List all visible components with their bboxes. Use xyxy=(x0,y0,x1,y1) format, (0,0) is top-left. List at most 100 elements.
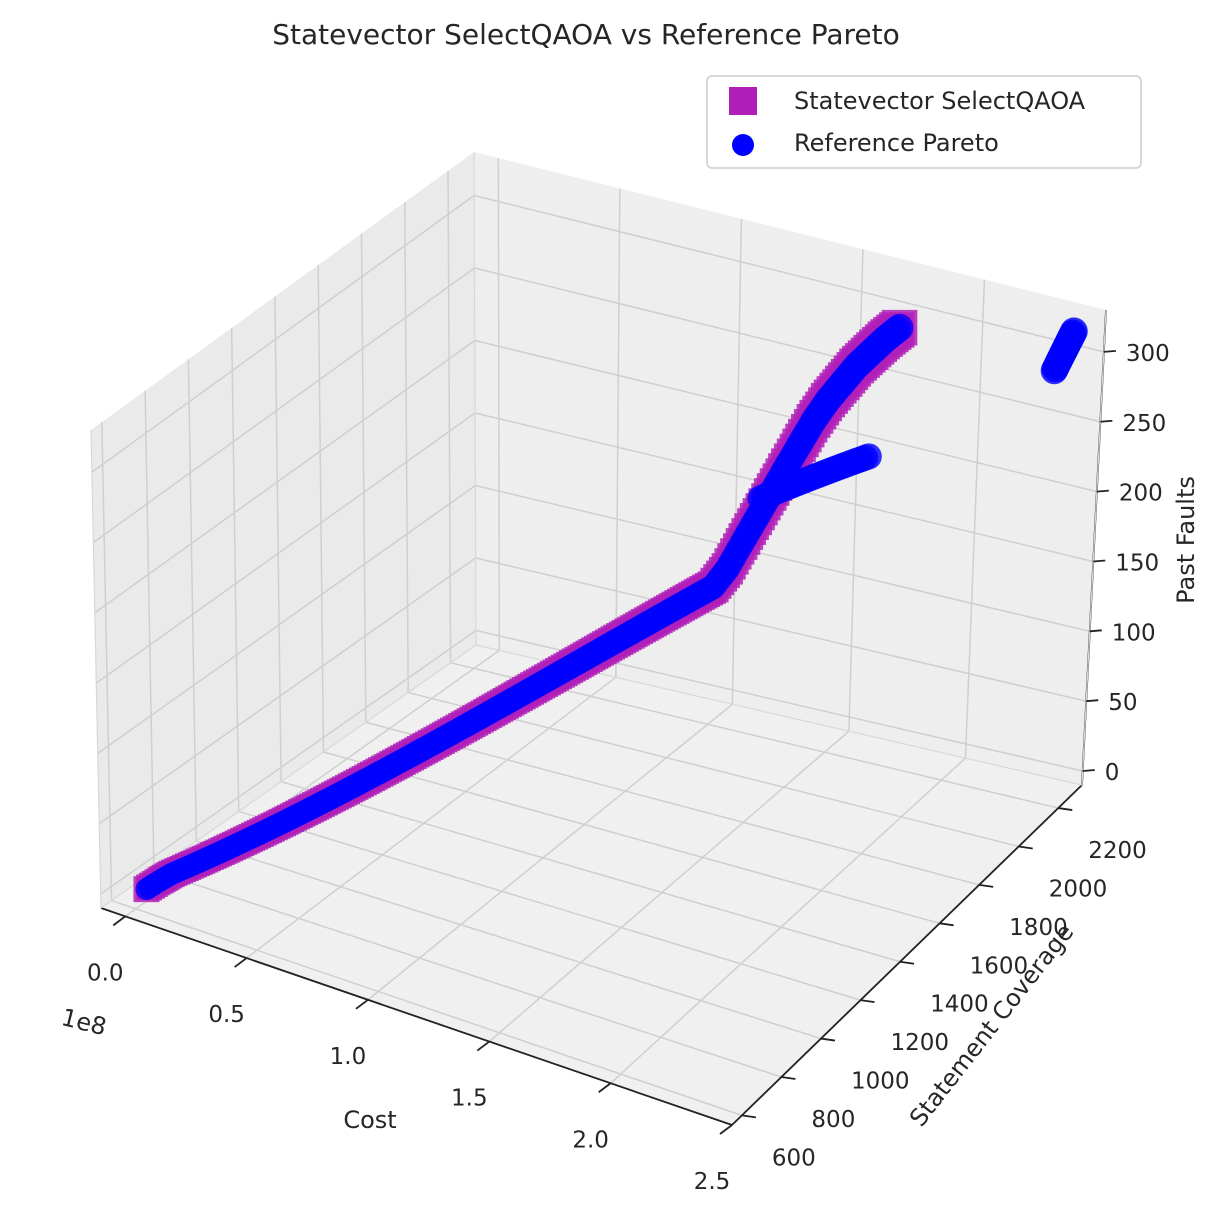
x-tick-label: 2.5 xyxy=(694,1169,731,1195)
floor-pane xyxy=(101,645,1082,1125)
legend-label-reference: Reference Pareto xyxy=(794,129,999,157)
left-wall-pane xyxy=(91,152,476,908)
y-tick-mark xyxy=(820,1037,836,1042)
grid-y-floor xyxy=(238,810,861,1001)
z-axis-label: Past Faults xyxy=(1172,476,1200,604)
grid-z-leftwall xyxy=(100,629,477,895)
grid-z-leftwall xyxy=(94,339,476,614)
grid-z-backwall xyxy=(474,267,1101,423)
x-tick-label: 0.5 xyxy=(208,1002,245,1028)
y-axis-line xyxy=(731,784,1083,1126)
z-tick-mark xyxy=(1089,629,1102,633)
z-tick-mark xyxy=(1096,489,1109,493)
y-tick-mark xyxy=(781,1076,796,1080)
tick-labels: 0.00.51.01.52.02.56008001000120014001600… xyxy=(87,341,1170,1195)
legend-square-marker xyxy=(729,87,757,115)
x-tick-label: 2.0 xyxy=(572,1127,609,1153)
grid-y-floor xyxy=(323,751,940,925)
z-tick-mark xyxy=(1100,419,1113,423)
grid-y-wall xyxy=(274,296,282,782)
z-tick-label: 200 xyxy=(1119,481,1163,507)
grid-lines xyxy=(91,158,1107,1126)
grid-y-wall xyxy=(187,359,198,842)
grid-x-wall xyxy=(615,188,621,678)
series-reference-pareto xyxy=(135,313,1088,901)
y-axis-label: Statement Coverage xyxy=(904,918,1079,1131)
z-tick-mark xyxy=(1093,559,1106,563)
circle-point xyxy=(1060,317,1088,346)
grid-y-floor xyxy=(111,899,743,1117)
grid-x-floor xyxy=(610,757,966,1084)
x-tick-mark xyxy=(719,1124,733,1135)
grid-x-wall xyxy=(497,158,501,651)
y-tick-label: 1800 xyxy=(1009,915,1068,941)
y-tick-label: 2200 xyxy=(1088,838,1147,864)
grid-x-wall xyxy=(731,218,743,705)
pane-edge xyxy=(1081,309,1107,786)
x-axis-label: Cost xyxy=(343,1106,396,1134)
grid-y-wall xyxy=(101,422,113,901)
z-tick-label: 100 xyxy=(1112,620,1156,646)
z-tick-label: 150 xyxy=(1115,550,1159,576)
z-tick-mark xyxy=(1086,699,1099,703)
grid-y-wall xyxy=(404,202,409,693)
x-tick-mark xyxy=(476,1040,490,1052)
y-tick-mark xyxy=(1018,845,1033,850)
legend-circle-marker xyxy=(732,134,754,156)
grid-y-wall xyxy=(317,265,325,752)
grid-y-wall xyxy=(230,327,240,812)
x-tick-label: 1.5 xyxy=(451,1086,488,1112)
y-tick-mark xyxy=(860,999,875,1004)
z-tick-label: 250 xyxy=(1122,411,1166,437)
grid-y-floor xyxy=(280,780,901,963)
circle-point xyxy=(885,313,914,342)
y-tick-label: 800 xyxy=(811,1107,855,1133)
legend-label-statevector: Statevector SelectQAOA xyxy=(794,87,1086,115)
pane-edge xyxy=(90,429,102,909)
grid-y-floor xyxy=(365,721,980,886)
z-tick-label: 300 xyxy=(1126,341,1170,367)
legend-frame xyxy=(706,75,1142,169)
x-axis-line xyxy=(100,907,733,1126)
grid-x-wall xyxy=(964,279,986,759)
y-tick-mark xyxy=(741,1114,757,1119)
y-tick-label: 600 xyxy=(772,1145,816,1171)
x-tick-mark xyxy=(355,999,369,1010)
y-tick-label: 1200 xyxy=(891,1030,950,1056)
pane-edge xyxy=(473,151,477,646)
x-tick-mark xyxy=(234,957,248,968)
grid-y-wall xyxy=(360,233,367,723)
y-tick-mark xyxy=(1058,807,1073,811)
chart-title: Statevector SelectQAOA vs Reference Pare… xyxy=(272,18,899,51)
grid-z-leftwall xyxy=(91,194,475,473)
y-tick-label: 2000 xyxy=(1049,876,1108,902)
grid-z-leftwall xyxy=(97,484,476,754)
grid-y-wall xyxy=(144,390,155,871)
grid-y-wall xyxy=(447,170,452,663)
grid-y-floor xyxy=(153,870,782,1078)
grid-y-floor xyxy=(196,840,822,1040)
x-tick-label: 1.0 xyxy=(330,1044,367,1070)
data-marks xyxy=(133,309,1088,903)
x-tick-label: 0.0 xyxy=(87,960,124,986)
grid-x-floor xyxy=(246,676,617,959)
circle-point xyxy=(855,443,882,470)
y-tick-label: 1000 xyxy=(851,1069,910,1095)
z-tick-mark xyxy=(1103,350,1116,353)
grid-x-wall xyxy=(848,249,864,732)
x-axis-offset-label: 1e8 xyxy=(59,1003,110,1041)
y-tick-mark xyxy=(939,922,954,927)
grid-z-backwall xyxy=(475,557,1087,702)
grid-z-leftwall xyxy=(92,267,475,544)
grid-z-leftwall xyxy=(95,412,476,684)
z-tick-mark xyxy=(1082,769,1095,772)
z-tick-label: 0 xyxy=(1105,760,1120,786)
y-tick-mark xyxy=(899,960,915,965)
grid-x-floor xyxy=(488,730,850,1043)
x-tick-mark xyxy=(112,915,126,927)
z-tick-label: 50 xyxy=(1108,690,1137,716)
grid-z-backwall xyxy=(474,339,1098,493)
y-tick-mark xyxy=(979,883,994,888)
